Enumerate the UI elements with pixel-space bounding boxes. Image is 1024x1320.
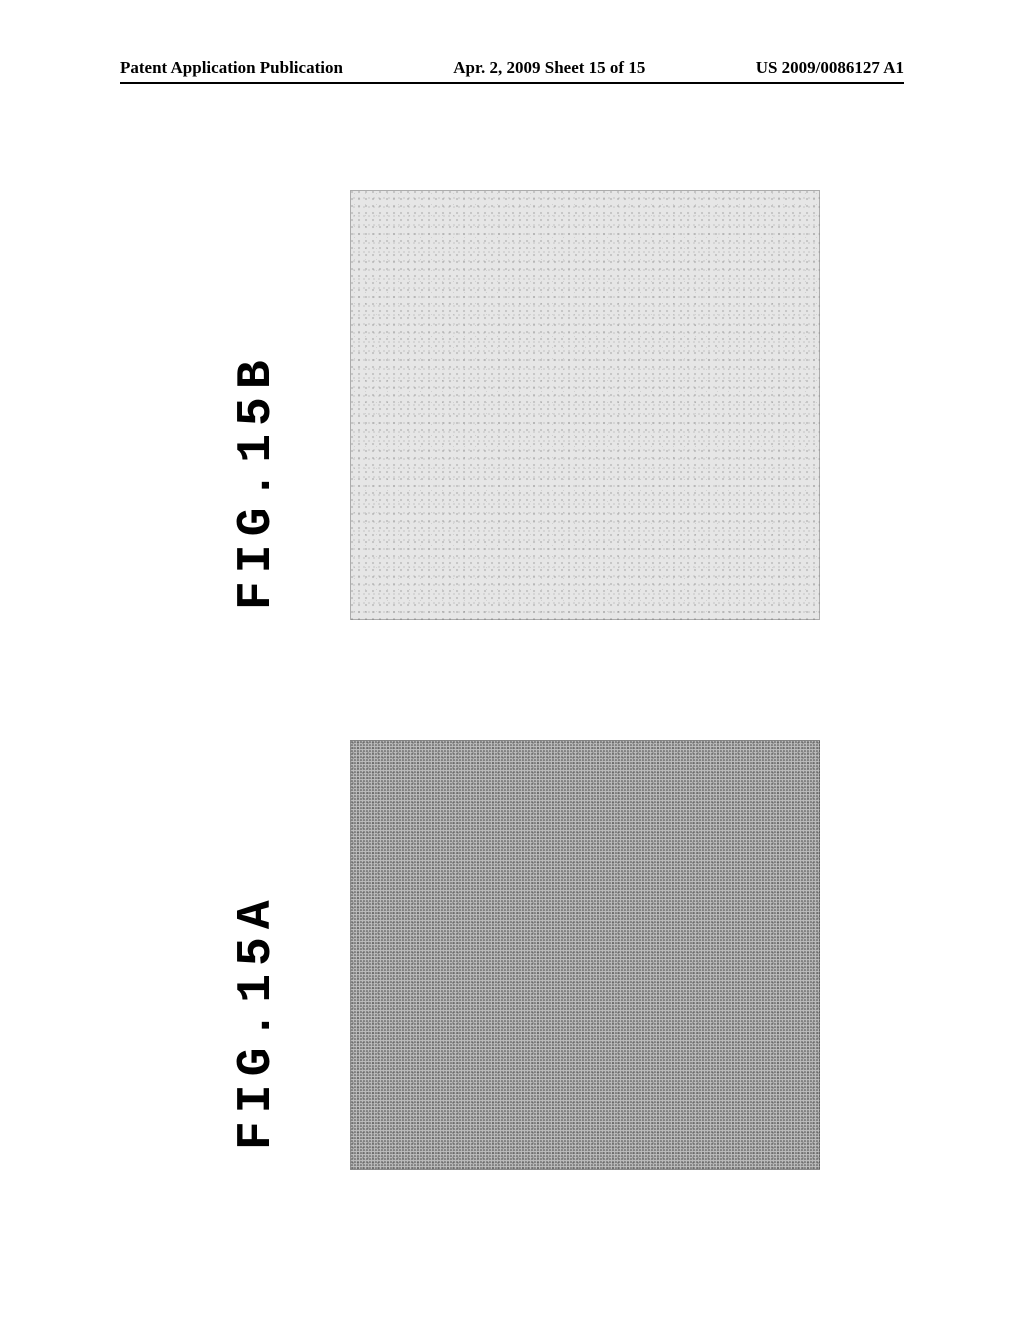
header-left: Patent Application Publication xyxy=(120,58,343,78)
header-rule xyxy=(120,82,904,84)
header-right: US 2009/0086127 A1 xyxy=(756,58,904,78)
header-center: Apr. 2, 2009 Sheet 15 of 15 xyxy=(453,58,645,78)
figure-label-15b: FIG.15B xyxy=(230,352,284,610)
figure-panel-15b xyxy=(350,190,820,620)
patent-page: Patent Application Publication Apr. 2, 2… xyxy=(0,0,1024,1320)
page-header: Patent Application Publication Apr. 2, 2… xyxy=(120,58,904,78)
figure-label-15a: FIG.15A xyxy=(230,892,284,1150)
figure-panel-15a xyxy=(350,740,820,1170)
figures-area: FIG.15B FIG.15A xyxy=(0,150,1024,1230)
